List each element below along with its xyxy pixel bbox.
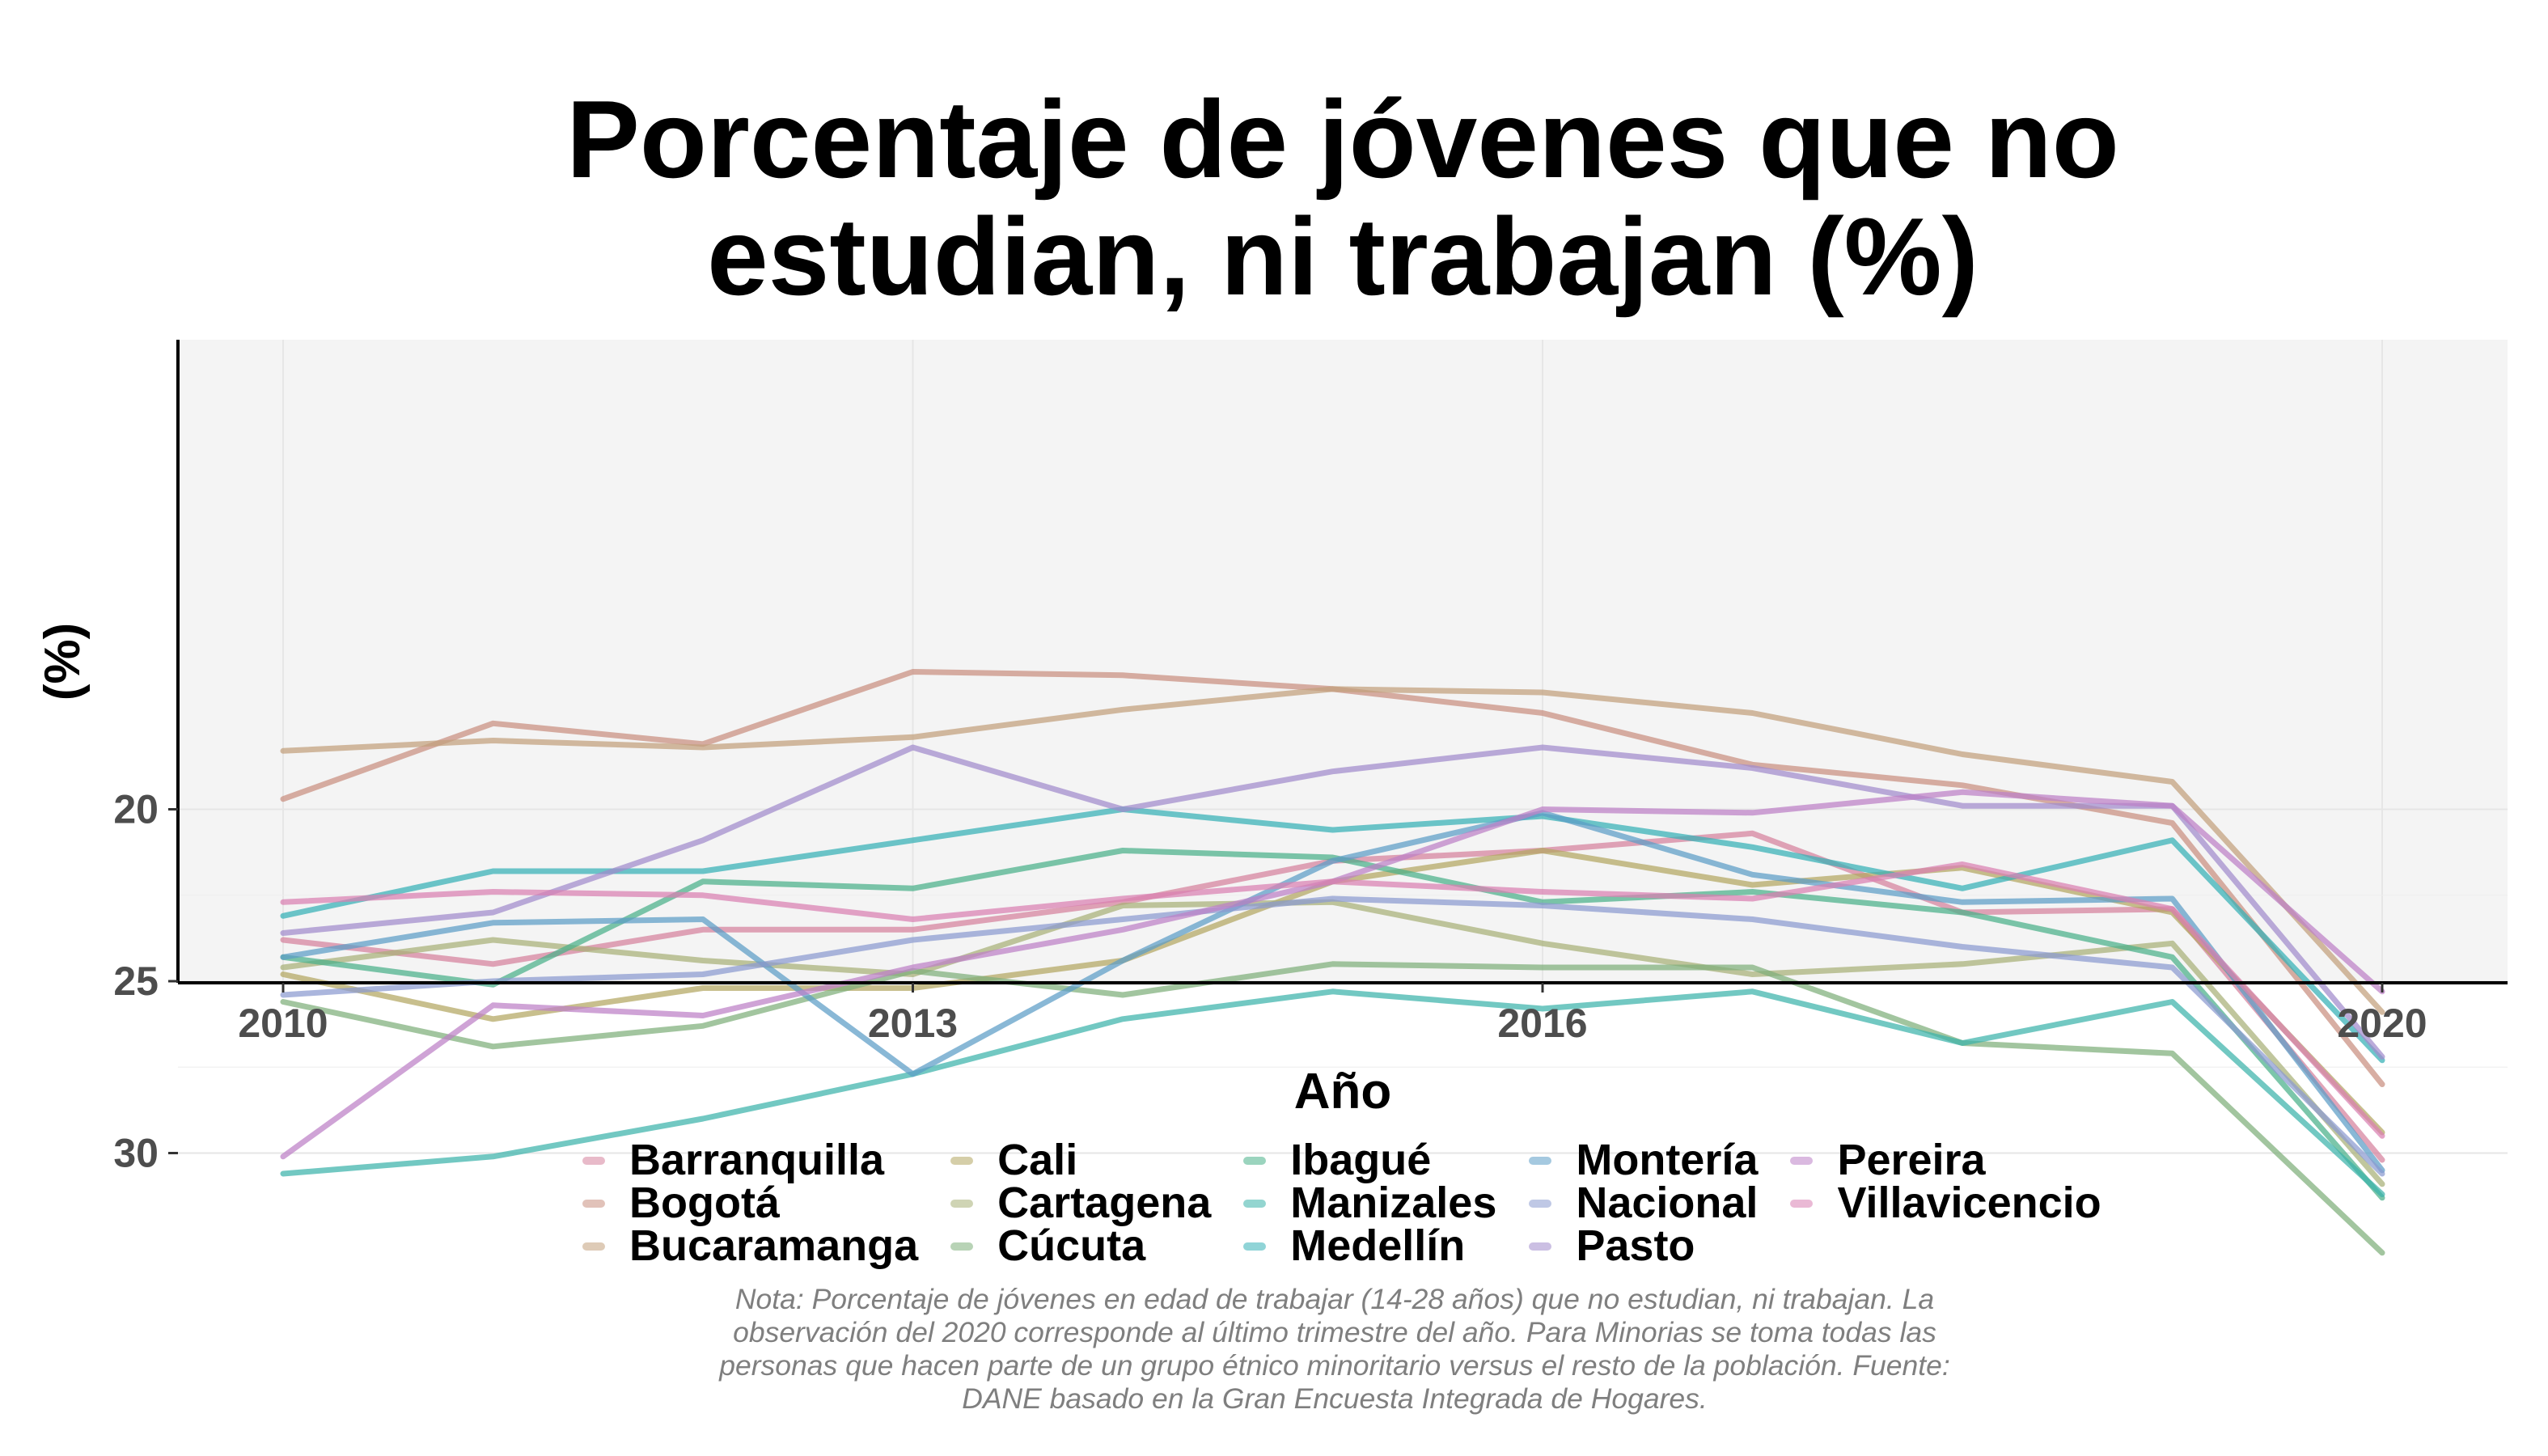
legend-label: Cali	[997, 1136, 1078, 1184]
legend-item: Ibagué	[1243, 1136, 1496, 1184]
legend-key	[1790, 1199, 1814, 1208]
series-line-pasto	[280, 744, 2385, 1060]
x-tick-label: 2010	[238, 1001, 328, 1046]
series-lines	[280, 669, 2385, 1256]
x-tick-label: 2013	[868, 1001, 958, 1046]
series-line-medellín	[280, 806, 2385, 1064]
chart-title-line-2: estudian, ni trabajan (%)	[707, 195, 1979, 318]
plot-panel	[178, 340, 2508, 983]
legend-key	[950, 1199, 974, 1208]
legend-label: Bucaramanga	[629, 1221, 919, 1270]
x-tick-label: 2016	[1497, 1001, 1587, 1046]
legend-item: Bogotá	[582, 1179, 918, 1227]
legend-label: Barranquilla	[629, 1136, 885, 1184]
legend-label: Nacional	[1576, 1179, 1759, 1227]
y-axis-title: (%)	[35, 623, 91, 700]
footnote-line: DANE basado en la Gran Encuesta Integrad…	[962, 1382, 1708, 1415]
footnote: Nota: Porcentaje de jóvenes en edad de t…	[647, 1283, 2022, 1416]
chart-title-line-1: Porcentaje de jóvenes que no	[566, 78, 2119, 201]
legend-label: Pasto	[1576, 1221, 1695, 1270]
legend-item: Medellín	[1243, 1221, 1496, 1270]
legend: Barranquilla Bogotá Bucaramanga Cali Cartage…	[582, 1136, 2200, 1270]
y-tick-label: 20	[113, 787, 159, 832]
legend-item: Manizales	[1243, 1179, 1497, 1227]
footnote-line: personas que hacen parte de un grupo étn…	[719, 1349, 1950, 1382]
footnote-line: observación del 2020 corresponde al últi…	[733, 1316, 1936, 1348]
legend-item: Pereira	[1790, 1136, 2101, 1184]
legend-item: Montería	[1529, 1136, 1759, 1184]
legend-key	[582, 1199, 605, 1208]
series-line-montería	[280, 810, 2385, 1174]
legend-item: Barranquilla	[582, 1136, 918, 1184]
legend-item: Cartagena	[950, 1179, 1212, 1227]
x-tick-label: 2020	[2337, 1001, 2427, 1046]
legend-label: Bogotá	[629, 1179, 780, 1227]
legend-label: Cúcuta	[997, 1221, 1146, 1270]
legend-label: Ibagué	[1290, 1136, 1432, 1184]
series-line-villavicencio	[280, 861, 2385, 1139]
legend-key	[950, 1242, 974, 1251]
legend-item: Cúcuta	[950, 1221, 1211, 1270]
legend-item: Bucaramanga	[582, 1221, 919, 1270]
legend-item: Pasto	[1529, 1221, 1758, 1270]
chart-title: Porcentaje de jóvenes que no estudian, n…	[388, 81, 2297, 315]
footnote-line: Nota: Porcentaje de jóvenes en edad de t…	[734, 1283, 1935, 1315]
legend-key	[1529, 1199, 1552, 1208]
x-axis-title: Año	[1294, 1064, 1392, 1120]
legend-label: Villavicencio	[1837, 1179, 2101, 1227]
legend-key	[582, 1242, 605, 1251]
series-line-bucaramanga	[280, 686, 2385, 1015]
series-line-cúcuta	[280, 961, 2385, 1256]
series-line-manizales	[280, 988, 2385, 1197]
y-tick-label: 25	[113, 959, 159, 1004]
series-line-nacional	[280, 895, 2385, 1177]
legend-label: Cartagena	[997, 1179, 1212, 1227]
legend-label: Pereira	[1837, 1136, 1986, 1184]
y-tick-label: 30	[113, 1131, 159, 1176]
legend-key	[1790, 1156, 1814, 1165]
legend-key	[1243, 1242, 1267, 1251]
legend-key	[1243, 1199, 1267, 1208]
legend-key	[582, 1156, 605, 1165]
legend-key	[1243, 1156, 1267, 1165]
axis-ticks: 20 25 30 2010 2013 2016 2020	[113, 787, 2427, 1176]
series-line-ibagué	[280, 848, 2385, 1201]
legend-label: Montería	[1576, 1136, 1759, 1184]
legend-item: Villavicencio	[1790, 1179, 2101, 1227]
series-line-cartagena	[280, 899, 2385, 1187]
legend-key	[1529, 1156, 1552, 1165]
legend-label: Manizales	[1290, 1179, 1497, 1227]
legend-item: Nacional	[1529, 1179, 1759, 1227]
legend-key	[950, 1156, 974, 1165]
legend-key	[1529, 1242, 1552, 1251]
legend-item: Cali	[950, 1136, 1211, 1184]
legend-label: Medellín	[1290, 1221, 1466, 1270]
